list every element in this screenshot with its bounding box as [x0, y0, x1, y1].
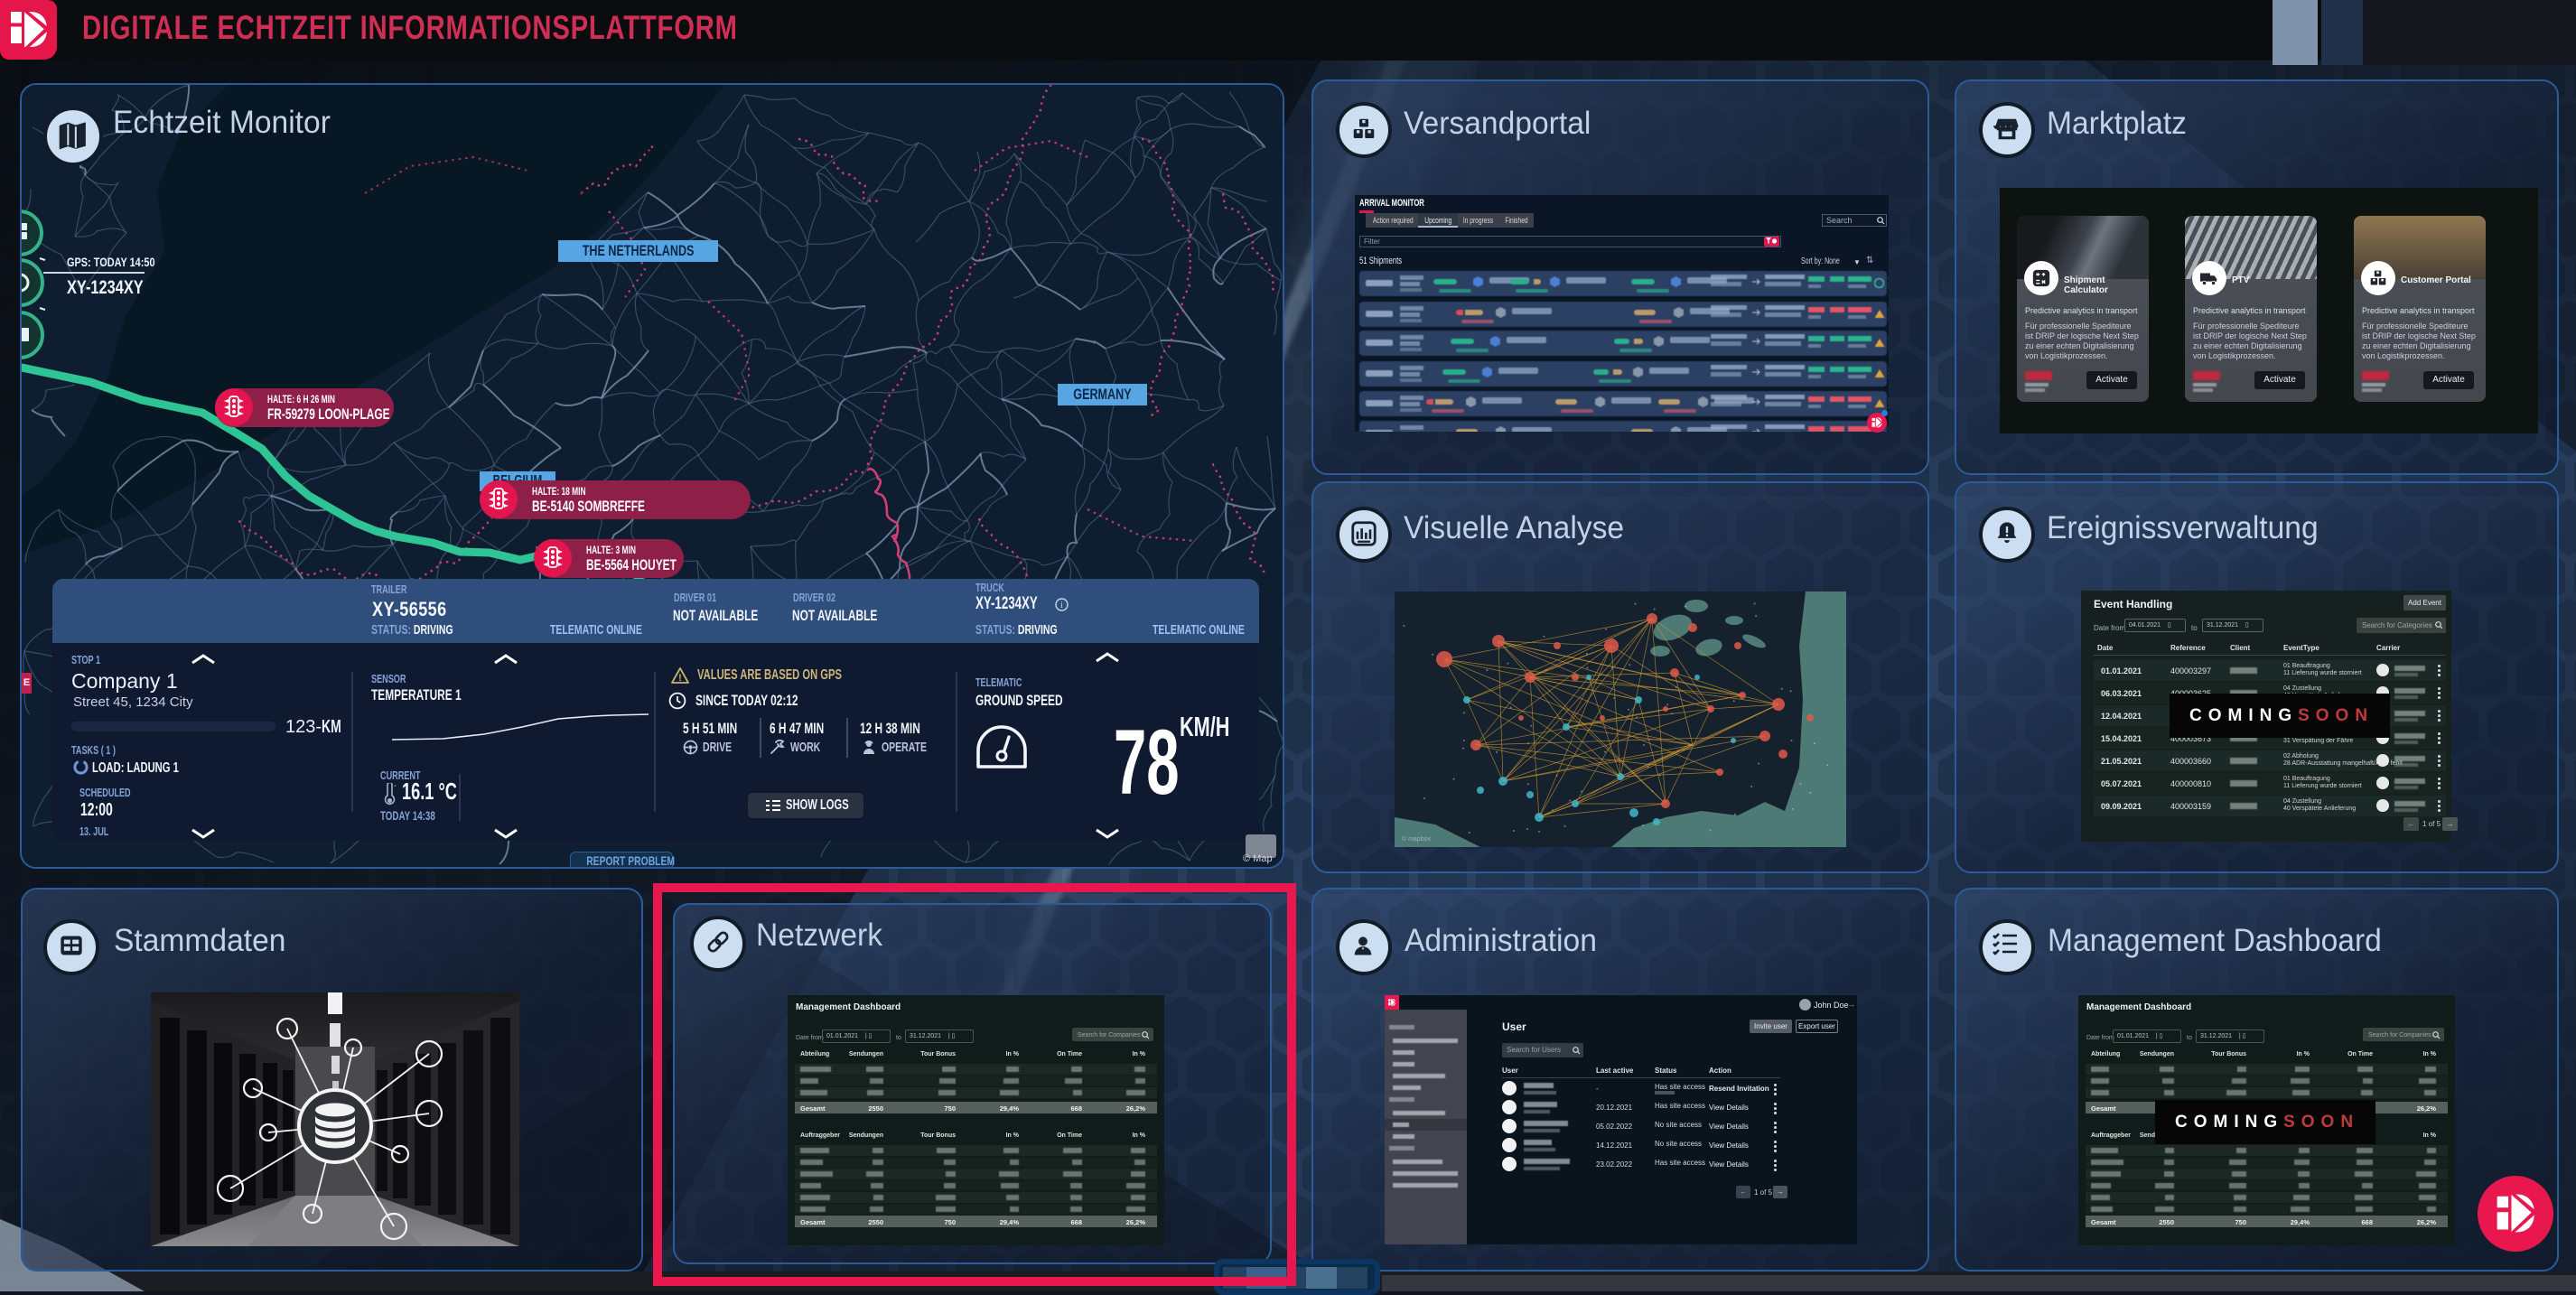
svg-text:!: !	[678, 673, 682, 684]
svg-text:i: i	[1060, 601, 1063, 610]
svg-text:°: °	[394, 784, 397, 791]
svg-text:© mapbox: © mapbox	[1402, 835, 1432, 843]
